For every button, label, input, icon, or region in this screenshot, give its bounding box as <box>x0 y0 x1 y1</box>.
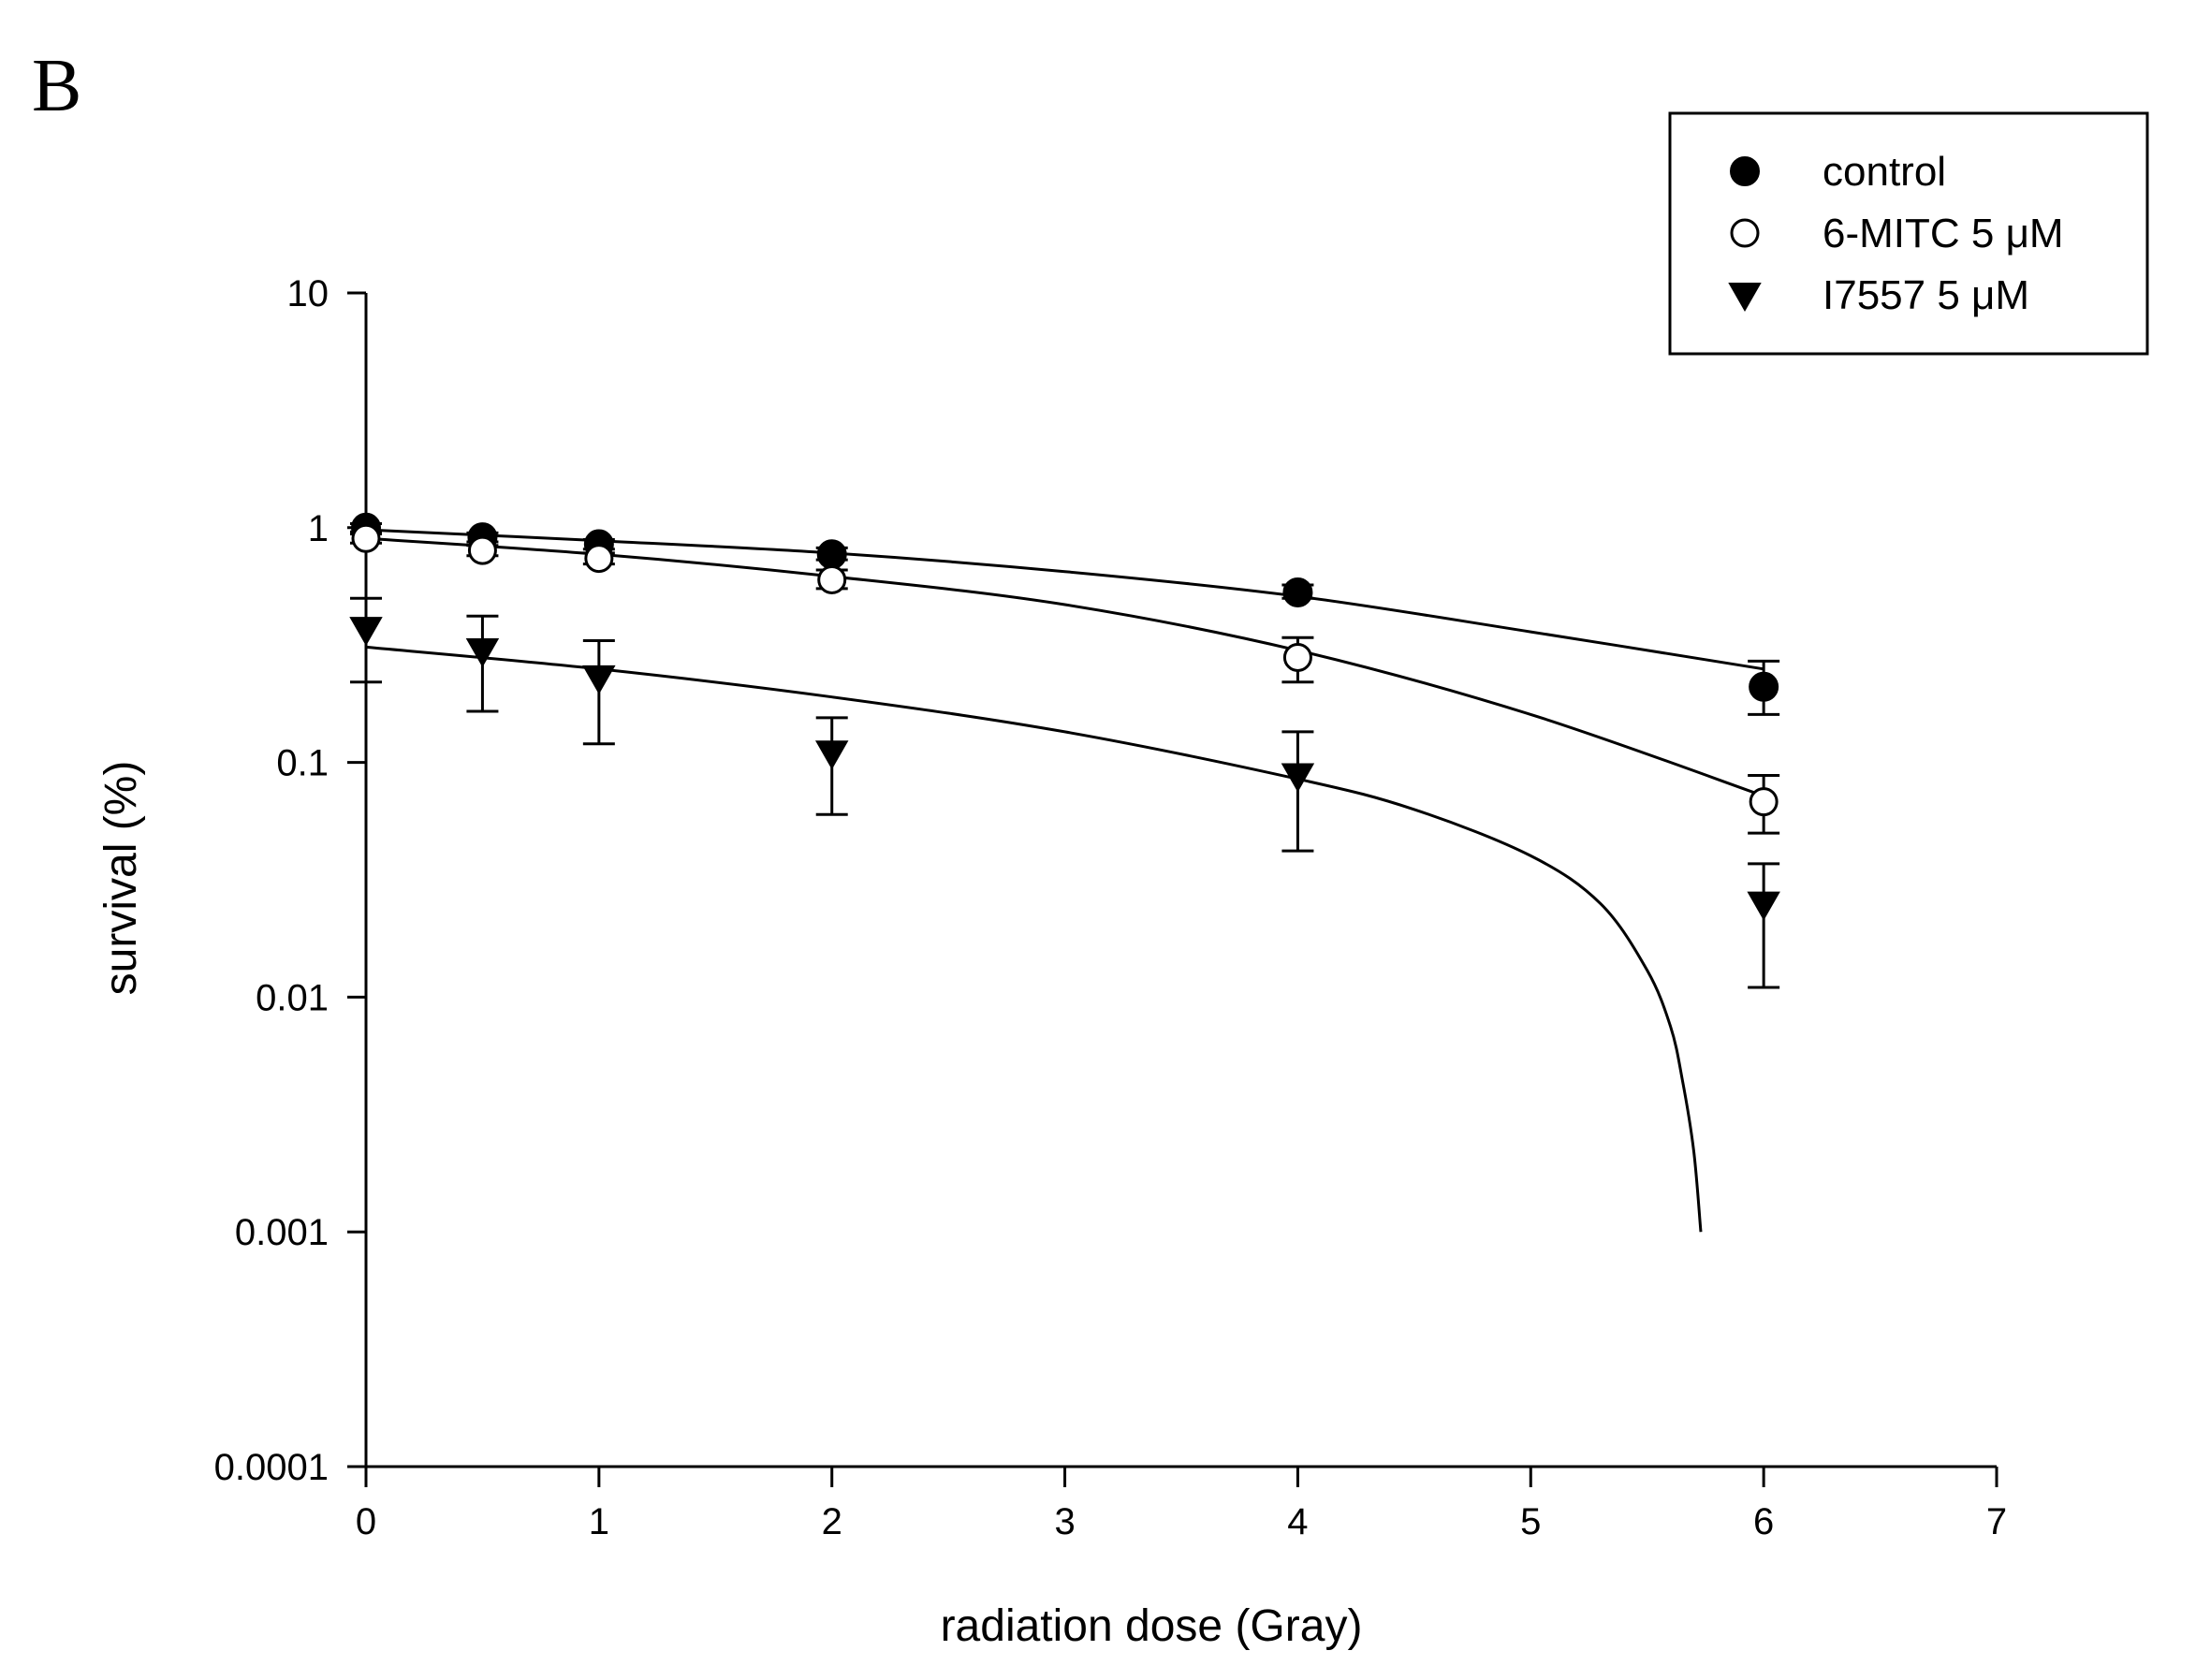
legend-label: I7557 5 μM <box>1823 272 2029 318</box>
data-markers <box>349 512 1780 921</box>
series-2-data-point <box>1282 642 1312 672</box>
legend-label: control <box>1823 149 1946 195</box>
x-tick-label: 2 <box>822 1501 842 1542</box>
y-tick-label: 1 <box>308 508 329 549</box>
series-1-data-point <box>1749 671 1779 702</box>
series-1-data-point <box>816 539 847 570</box>
y-tick-label: 0.0001 <box>214 1447 329 1488</box>
legend-label: 6-MITC 5 μM <box>1823 211 2064 256</box>
series-3-data-point <box>465 637 500 667</box>
series-1-fit-curve <box>365 528 1764 671</box>
series-1-data-point <box>1282 577 1313 607</box>
series-3-data-point <box>349 617 383 647</box>
x-tick-label: 4 <box>1287 1501 1308 1542</box>
fit-curves <box>365 528 1764 1233</box>
y-tick-label: 0.01 <box>256 977 329 1018</box>
y-tick-label: 0.001 <box>235 1212 329 1253</box>
y-tick-label: 0.1 <box>276 743 329 784</box>
y-tick-label: 10 <box>287 273 329 314</box>
x-axis-label: radiation dose (Gray) <box>941 1601 1363 1651</box>
error-bars <box>350 522 1780 989</box>
series-2-data-point <box>467 535 497 565</box>
series-3-data-point <box>1281 763 1315 793</box>
series-2-data-point <box>817 564 847 594</box>
legend-marker <box>1730 218 1760 248</box>
x-tick-label: 3 <box>1054 1501 1075 1542</box>
legend: control 6-MITC 5 μM I7557 5 μM <box>1668 111 2149 356</box>
x-tick-label: 5 <box>1520 1501 1541 1542</box>
y-axis-label: survival (%) <box>96 761 146 996</box>
series-3-data-point <box>1747 891 1780 921</box>
x-tick-label: 1 <box>589 1501 609 1542</box>
x-tick-label: 7 <box>1986 1501 2007 1542</box>
series-2-data-point <box>1749 787 1779 817</box>
x-tick-label: 0 <box>356 1501 376 1542</box>
series-3-fit-curve <box>365 645 1703 1233</box>
series-2-data-point <box>584 544 614 574</box>
x-tick-label: 6 <box>1753 1501 1774 1542</box>
series-3-data-point <box>582 665 616 694</box>
panel-label: B <box>32 45 81 127</box>
plot-axes: 0.0001 0.001 0.01 0.1 1 10 0 1 2 3 4 5 6 7 <box>214 273 2007 1542</box>
legend-marker <box>1730 156 1760 186</box>
legend-marker <box>1728 283 1762 313</box>
legend-items: control 6-MITC 5 μM I7557 5 μM <box>1728 149 2064 318</box>
series-3-data-point <box>814 740 849 770</box>
series-2-data-point <box>351 523 381 553</box>
